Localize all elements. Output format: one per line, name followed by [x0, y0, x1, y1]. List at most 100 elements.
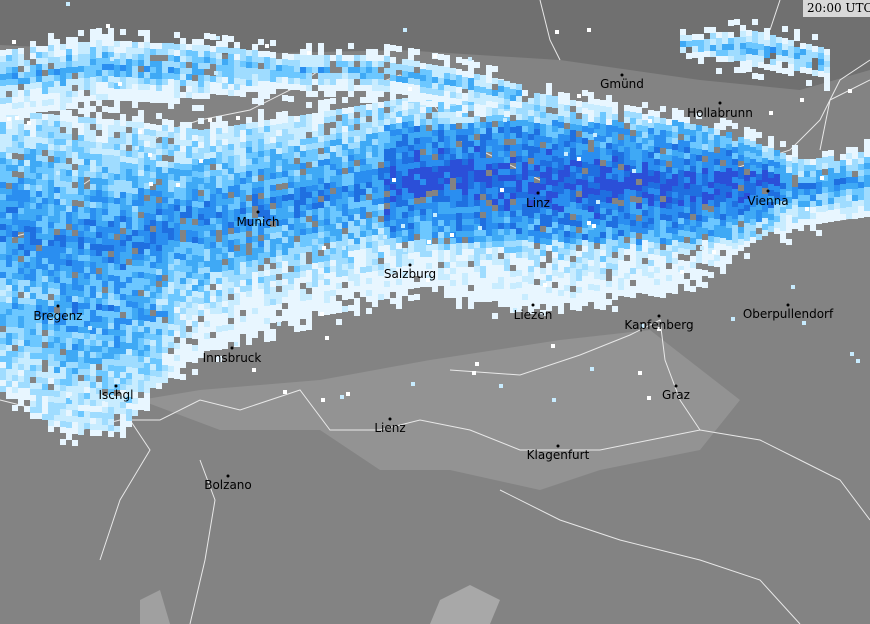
- precip-pixel: [18, 220, 24, 226]
- precip-pixel: [732, 183, 738, 189]
- precip-pixel: [756, 216, 762, 222]
- precip-pixel: [12, 189, 18, 195]
- precip-pixel: [114, 89, 120, 95]
- precip-pixel: [90, 406, 96, 412]
- precip-pixel: [0, 230, 6, 236]
- precip-pixel: [66, 37, 72, 43]
- precip-pixel: [354, 262, 360, 268]
- precip-pixel: [720, 118, 726, 124]
- precip-pixel: [48, 39, 54, 45]
- precip-pixel: [648, 218, 654, 224]
- precip-pixel: [438, 166, 444, 172]
- precip-pixel: [630, 232, 636, 238]
- precip-pixel: [60, 259, 66, 265]
- precip-pixel: [234, 305, 240, 311]
- precip-pixel: [486, 212, 492, 218]
- precip-pixel: [642, 156, 648, 162]
- precip-pixel: [96, 70, 102, 76]
- precip-pixel: [396, 159, 402, 165]
- precip-pixel: [114, 186, 120, 192]
- precip-pixel: [606, 155, 612, 161]
- precip-pixel: [516, 234, 522, 240]
- precip-pixel: [384, 275, 390, 281]
- precip-pixel: [258, 289, 264, 295]
- precip-pixel: [168, 282, 174, 288]
- precip-pixel: [108, 257, 114, 263]
- precip-pixel: [72, 194, 78, 200]
- precip-pixel: [162, 251, 168, 257]
- precip-pixel: [504, 301, 510, 307]
- precip-pixel: [810, 195, 816, 201]
- precip-pixel: [594, 267, 600, 273]
- precip-pixel: [48, 234, 54, 240]
- precip-pixel: [606, 137, 612, 143]
- precip-pixel: [84, 201, 90, 207]
- precip-pixel: [492, 259, 498, 265]
- precip-pixel: [450, 196, 456, 202]
- precip-pixel: [114, 126, 120, 132]
- precip-pixel: [750, 201, 756, 207]
- precip-pixel: [726, 192, 732, 198]
- precip-pixel: [720, 214, 726, 220]
- precip-pixel: [678, 110, 684, 116]
- precip-pixel: [252, 296, 258, 302]
- precip-pixel: [222, 253, 228, 259]
- precip-pixel: [36, 167, 42, 173]
- precip-pixel: [108, 64, 114, 70]
- precip-pixel: [636, 203, 642, 209]
- precip-pixel: [276, 178, 282, 184]
- precip-pixel: [396, 249, 402, 255]
- precip-pixel: [396, 99, 402, 105]
- precip-pixel: [12, 97, 18, 103]
- precip-pixel: [78, 84, 84, 90]
- precip-pixel: [600, 274, 606, 280]
- precip-pixel: [198, 310, 204, 316]
- precip-pixel: [174, 325, 180, 331]
- precip-pixel: [102, 215, 108, 221]
- precip-pixel: [84, 417, 90, 423]
- precip-pixel: [648, 134, 654, 140]
- precip-pixel: [30, 71, 36, 77]
- precip-pixel: [108, 353, 114, 359]
- precip-pixel: [270, 125, 276, 131]
- precip-pixel: [588, 278, 594, 284]
- precip-pixel: [216, 152, 222, 158]
- precip-pixel: [534, 165, 540, 171]
- precip-pixel: [48, 318, 54, 324]
- precip-pixel: [654, 165, 660, 171]
- precip-pixel: [630, 274, 636, 280]
- precip-pixel: [60, 109, 66, 115]
- precip-pixel: [132, 296, 138, 302]
- precip-pixel: [192, 141, 198, 147]
- precip-pixel: [642, 210, 648, 216]
- precip-pixel: [66, 260, 72, 266]
- precip-pixel: [774, 228, 780, 234]
- precip-pixel: [288, 254, 294, 260]
- precip-pixel: [378, 186, 384, 192]
- precip-pixel: [522, 102, 528, 108]
- precip-pixel: [864, 211, 870, 217]
- precip-pixel: [24, 352, 30, 358]
- precip-pixel: [534, 135, 540, 141]
- precip-pixel: [186, 140, 192, 146]
- precip-pixel: [282, 111, 288, 117]
- precip-pixel: [642, 234, 648, 240]
- precip-pixel: [42, 76, 48, 82]
- precip-pixel: [36, 76, 42, 82]
- precip-pixel: [552, 102, 558, 108]
- precip-pixel: [132, 314, 138, 320]
- precip-pixel: [120, 306, 126, 312]
- precip-pixel: [564, 99, 570, 105]
- precip-pixel: [72, 140, 78, 146]
- precip-pixel: [54, 367, 60, 373]
- precip-pixel: [84, 387, 90, 393]
- precip-pixel: [78, 381, 84, 387]
- precip-pixel: [318, 184, 324, 190]
- precip-pixel: [654, 159, 660, 165]
- precip-pixel: [252, 224, 258, 230]
- precip-pixel: [216, 242, 222, 248]
- precip-pixel: [96, 238, 102, 244]
- precip-pixel: [810, 219, 816, 225]
- precip-pixel: [684, 117, 690, 123]
- precip-pixel: [90, 352, 96, 358]
